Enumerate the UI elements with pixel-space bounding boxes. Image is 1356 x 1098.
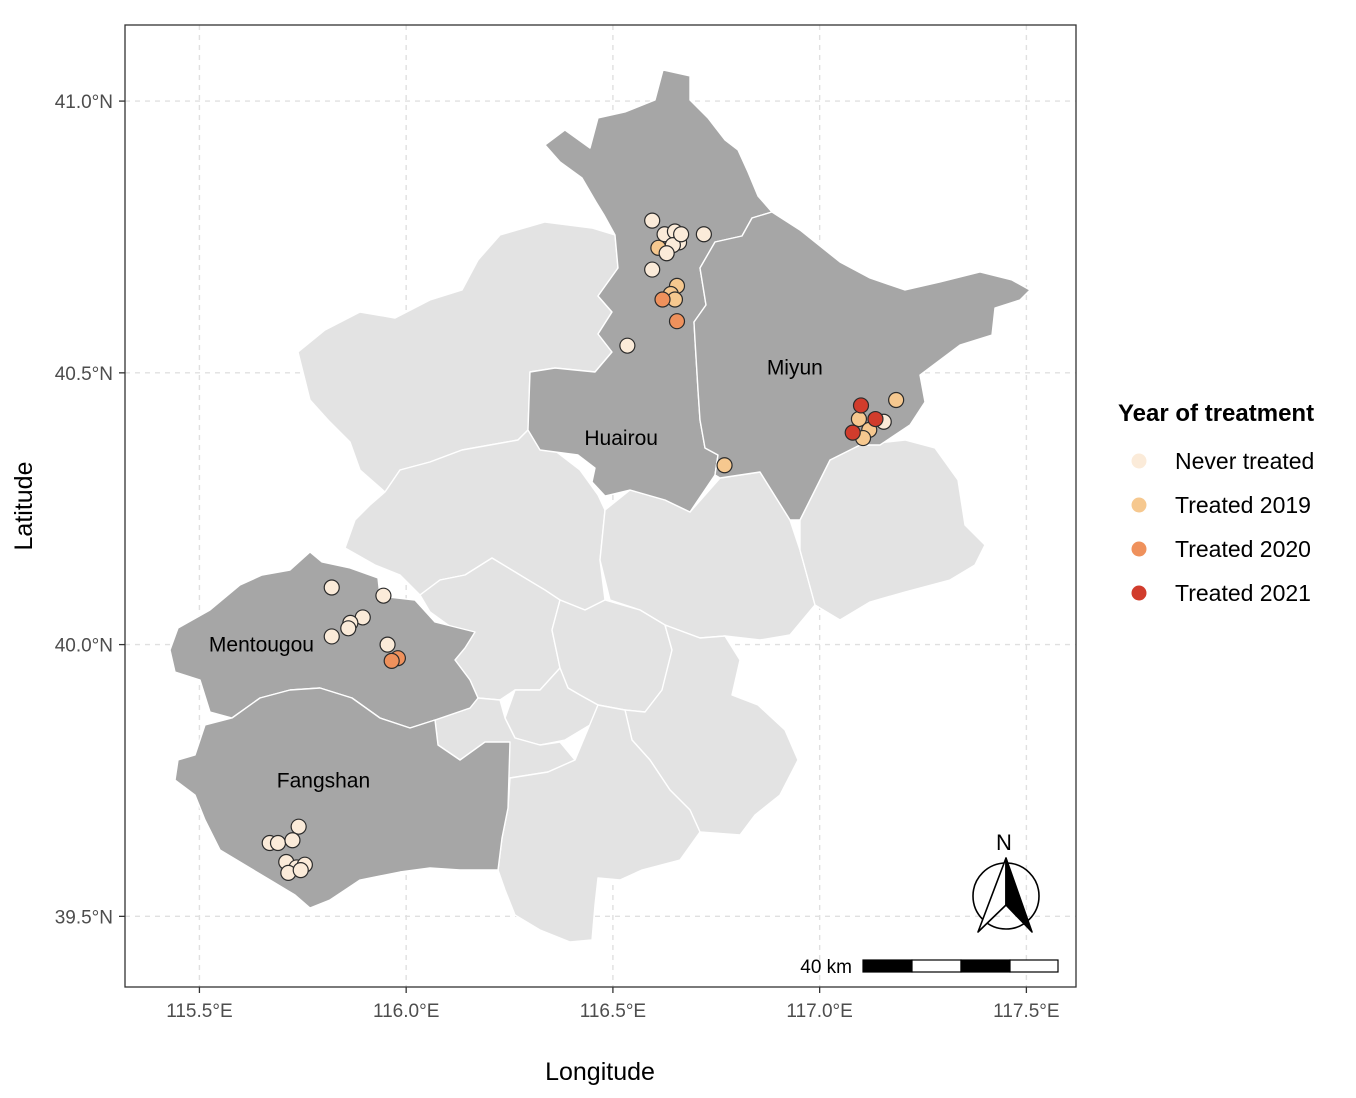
district-labels: Huairou Miyun Mentougou Fangshan (209, 356, 823, 792)
treatment-point-never (375, 587, 392, 604)
legend: Year of treatment Never treated Treated 2… (1118, 400, 1314, 606)
axis-ticks: 115.5°E 116.0°E 116.5°E 117.0°E 117.5°E 39.5°… (55, 92, 1060, 1022)
scale-bar-segment-1 (862, 959, 913, 973)
treatment-point-y2021 (852, 397, 870, 414)
map-panel-border (124, 24, 1077, 988)
y-tick-label: 41.0°N (55, 92, 113, 113)
treatment-point-y2020 (383, 652, 400, 669)
x-tick-label: 117.5°E (993, 1001, 1059, 1022)
x-tick-label: 115.5°E (166, 1001, 232, 1022)
north-arrow: N (972, 830, 1040, 933)
scale-bar-label: 40 km (800, 957, 852, 978)
treatment-points (261, 212, 905, 881)
x-tick-label: 116.5°E (580, 1001, 646, 1022)
treatment-point-never (292, 862, 309, 879)
legend-swatch-y2020 (1131, 541, 1147, 557)
x-axis-title: Longitude (545, 1058, 655, 1086)
district-polygons (169, 69, 1031, 943)
district-daxing (497, 704, 701, 943)
district-tongzhou (624, 624, 799, 836)
district-label-miyun: Miyun (767, 356, 823, 379)
treatment-point-never (644, 212, 661, 229)
treatment-point-never (323, 628, 340, 645)
legend-label-y2021: Treated 2021 (1175, 580, 1311, 606)
treatment-point-never (695, 226, 712, 243)
treatment-point-never (673, 226, 690, 243)
y-tick-label: 39.5°N (55, 907, 113, 928)
scale-bar-segment-2 (911, 959, 962, 973)
treatment-point-y2021 (867, 410, 884, 428)
treatment-point-y2019 (716, 457, 733, 474)
legend-label-y2019: Treated 2019 (1175, 492, 1311, 518)
treatment-point-never (290, 818, 307, 835)
legend-swatch-never (1131, 453, 1147, 469)
legend-swatch-y2021 (1131, 585, 1147, 601)
treatment-point-y2020 (654, 291, 671, 308)
scale-bar-segment-3 (960, 959, 1011, 973)
scale-bar: 40 km (800, 957, 1059, 978)
y-tick-label: 40.5°N (55, 364, 113, 385)
y-tick-label: 40.0°N (55, 636, 113, 657)
treatment-point-never (340, 620, 357, 637)
district-label-huairou: Huairou (584, 427, 658, 450)
district-label-fangshan: Fangshan (277, 769, 370, 792)
treatment-point-never (658, 245, 675, 262)
legend-items: Never treated Treated 2019 Treated 2020 Tre… (1131, 448, 1314, 606)
legend-title: Year of treatment (1118, 400, 1314, 427)
treatment-point-never (269, 834, 287, 852)
district-label-mentougou: Mentougou (209, 634, 314, 657)
x-tick-label: 116.0°E (373, 1001, 439, 1022)
x-tick-label: 117.0°E (786, 1001, 852, 1022)
y-axis-title: Latitude (10, 462, 38, 551)
district-miyun (693, 211, 1031, 521)
north-arrow-right-blade (1005, 857, 1033, 933)
legend-swatch-y2019 (1131, 497, 1147, 513)
treatment-point-never (644, 261, 661, 278)
treatment-point-y2019 (888, 391, 905, 409)
treatment-point-never (323, 579, 340, 596)
scale-bar-segment-4 (1009, 959, 1059, 973)
treatment-point-never (379, 636, 396, 653)
north-arrow-label: N (996, 830, 1012, 855)
district-fangshan (174, 687, 511, 909)
treatment-point-y2021 (844, 424, 861, 441)
legend-label-never: Never treated (1175, 448, 1314, 474)
treatment-point-never (284, 832, 301, 849)
treatment-point-never (619, 337, 636, 354)
treatment-point-y2020 (668, 313, 686, 330)
legend-label-y2020: Treated 2020 (1175, 536, 1311, 562)
